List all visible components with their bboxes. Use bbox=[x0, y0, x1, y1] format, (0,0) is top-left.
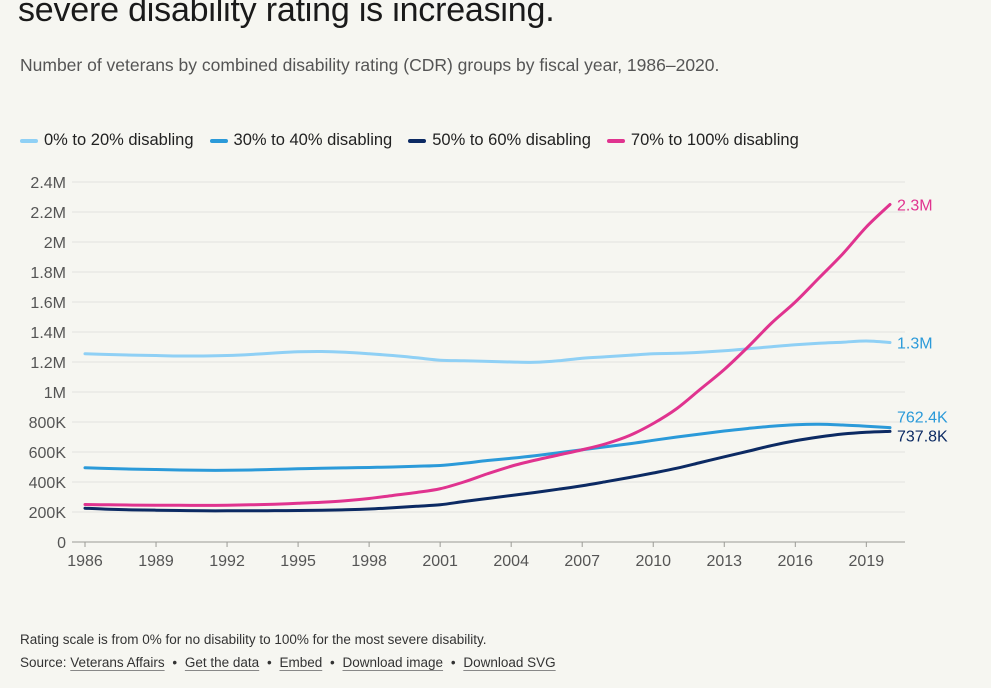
legend-swatch bbox=[209, 138, 228, 143]
legend-item-0-20[interactable]: 0% to 20% disabling bbox=[20, 131, 194, 150]
chart-subtitle: Number of veterans by combined disabilit… bbox=[20, 55, 720, 75]
y-tick-label: 2.2M bbox=[30, 205, 66, 222]
x-tick-label: 2016 bbox=[777, 553, 813, 570]
y-tick-label: 200K bbox=[29, 505, 67, 522]
y-tick-label: 600K bbox=[29, 445, 67, 462]
series-line-30-40 bbox=[83, 422, 892, 472]
legend-label: 30% to 40% disabling bbox=[233, 131, 393, 149]
series-line-50-60 bbox=[83, 429, 892, 513]
source-prefix: Source: bbox=[20, 655, 67, 670]
download-image-link[interactable]: Download image bbox=[342, 655, 444, 670]
end-label-30-40: 762.4K bbox=[897, 410, 948, 427]
legend-swatch bbox=[408, 138, 427, 143]
y-tick-label: 400K bbox=[29, 475, 67, 492]
x-tick-label: 1998 bbox=[351, 553, 387, 570]
legend-item-50-60[interactable]: 50% to 60% disabling bbox=[408, 131, 591, 150]
series-line-0-20 bbox=[83, 339, 892, 364]
x-tick-label: 1986 bbox=[67, 553, 103, 570]
y-tick-label: 1.4M bbox=[30, 325, 66, 342]
x-tick-label: 2007 bbox=[564, 553, 600, 570]
x-tick-label: 1995 bbox=[280, 553, 316, 570]
x-tick-label: 2010 bbox=[635, 553, 671, 570]
separator: • bbox=[266, 655, 272, 670]
series-line-70-100 bbox=[83, 203, 892, 507]
x-tick-label: 2004 bbox=[493, 553, 529, 570]
y-tick-label: 1.2M bbox=[30, 355, 66, 372]
legend-item-30-40[interactable]: 30% to 40% disabling bbox=[209, 131, 393, 150]
separator: • bbox=[330, 655, 335, 670]
legend-swatch bbox=[20, 138, 38, 143]
get-the-data-link[interactable]: Get the data bbox=[184, 655, 260, 670]
chart-title: severe disability rating is increasing. bbox=[18, 0, 555, 29]
download-svg-link[interactable]: Download SVG bbox=[463, 655, 556, 670]
x-tick-label: 2001 bbox=[422, 553, 458, 570]
end-label-0-20: 1.3M bbox=[897, 336, 933, 353]
legend-swatch bbox=[606, 138, 625, 143]
legend-label: 0% to 20% disabling bbox=[44, 131, 194, 149]
y-tick-label: 1.6M bbox=[30, 295, 66, 312]
y-tick-label: 2M bbox=[44, 235, 66, 252]
y-tick-label: 1.8M bbox=[30, 265, 66, 282]
footnote: Rating scale is from 0% for no disabilit… bbox=[20, 632, 487, 647]
legend: 0% to 20% disabling 30% to 40% disabling… bbox=[20, 131, 815, 150]
y-tick-label: 2.4M bbox=[30, 175, 66, 192]
x-tick-label: 1989 bbox=[138, 553, 174, 570]
legend-label: 50% to 60% disabling bbox=[432, 131, 591, 149]
x-tick-label: 1992 bbox=[209, 553, 245, 570]
embed-link[interactable]: Embed bbox=[279, 655, 323, 670]
x-tick-label: 2019 bbox=[849, 553, 885, 570]
y-tick-label: 800K bbox=[29, 415, 67, 432]
end-label-70-100: 2.3M bbox=[897, 198, 933, 215]
y-tick-label: 1M bbox=[44, 385, 66, 402]
legend-label: 70% to 100% disabling bbox=[630, 131, 799, 149]
separator: • bbox=[450, 655, 456, 670]
source-line: Source: Veterans Affairs • Get the data … bbox=[20, 655, 556, 670]
end-label-50-60: 737.8K bbox=[897, 428, 948, 445]
source-link-veterans-affairs[interactable]: Veterans Affairs bbox=[70, 655, 165, 670]
legend-item-70-100[interactable]: 70% to 100% disabling bbox=[606, 131, 799, 150]
y-tick-label: 0 bbox=[57, 535, 66, 552]
separator: • bbox=[172, 655, 178, 670]
x-tick-label: 2013 bbox=[706, 553, 742, 570]
